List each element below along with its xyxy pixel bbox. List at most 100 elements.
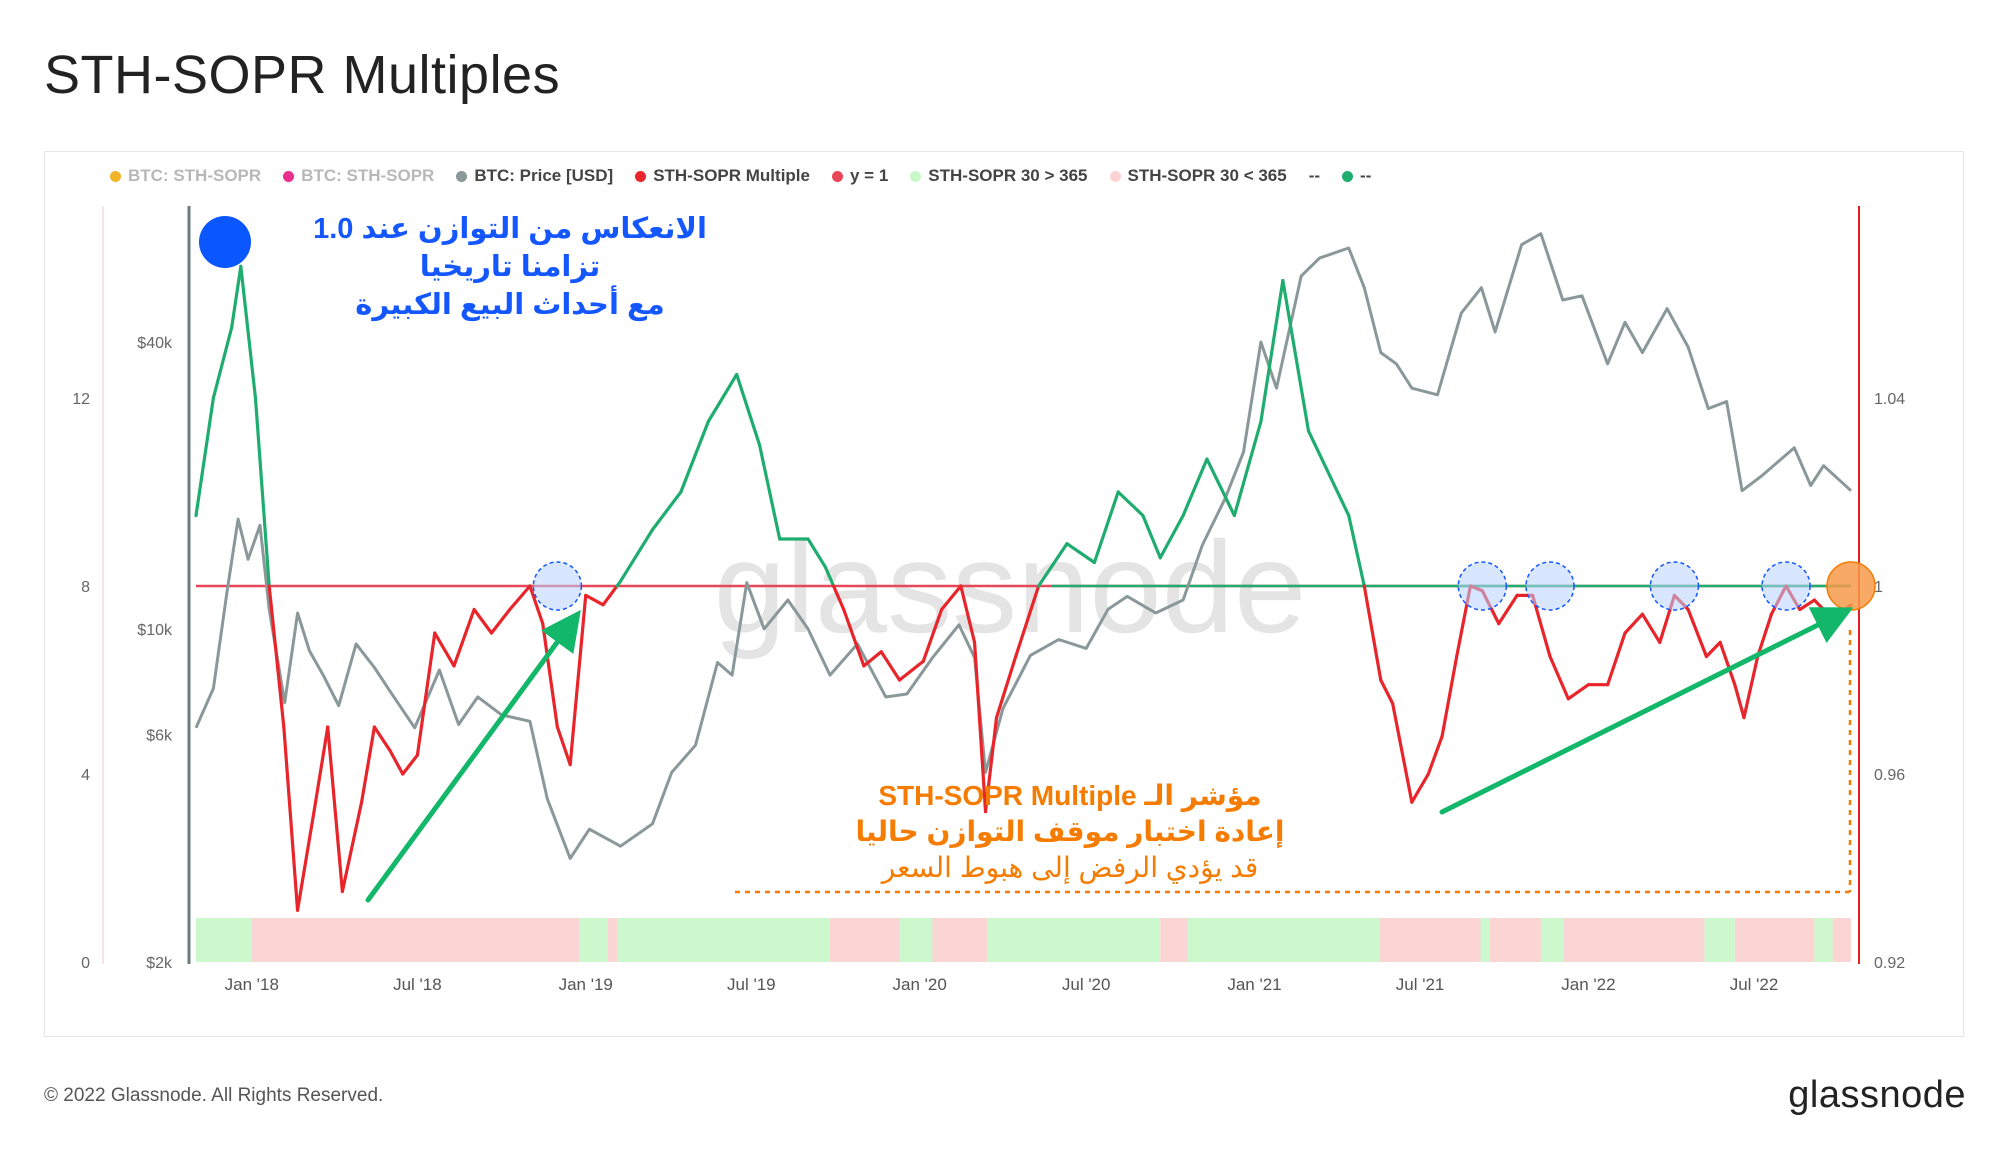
x-axis-tick-label: Jan '21 (1227, 975, 1281, 994)
multiple-segment-below (842, 607, 866, 668)
multiple-segment-below (472, 607, 494, 635)
x-axis-tick-label: Jul '19 (727, 975, 776, 994)
multiple-segment-above (1281, 278, 1311, 433)
legend-dot-icon (1342, 170, 1354, 182)
legend-dot-icon (1109, 170, 1121, 182)
legend-dot-icon (110, 170, 121, 182)
multiple-segment-below (388, 748, 405, 776)
multiple-segment-below (340, 800, 364, 894)
multiple-segment-above (194, 396, 215, 518)
annotation-blue: الانعكاس من التوازن عند 1.0 تزامنا تاريخ… (300, 210, 720, 324)
retest-highlight-blue (1457, 561, 1508, 611)
multiple-segment-below (879, 650, 902, 682)
multiple-segment-below (1798, 598, 1817, 612)
legend-label: STH-SOPR 30 < 365 (1127, 166, 1287, 185)
legend-dot-icon (910, 170, 922, 182)
multiple-segment-below (1362, 584, 1383, 682)
left-axis-tick-label: 12 (72, 391, 90, 408)
price-axis-tick-label: $40k (137, 335, 173, 352)
multiple-segment-above (1036, 542, 1069, 588)
multiple-segment-below (584, 593, 605, 607)
legend-item[interactable]: -- (1309, 166, 1320, 186)
multiple-segment-below (1548, 654, 1570, 701)
legend-item[interactable]: BTC: Price [USD] (456, 166, 613, 186)
regime-band (1832, 918, 1851, 962)
x-axis-tick-label: Jan '22 (1561, 975, 1615, 994)
x-axis-tick-label: Jan '18 (225, 975, 279, 994)
multiple-segment-below (1014, 584, 1041, 659)
legend-item[interactable]: STH-SOPR 30 > 365 (910, 166, 1088, 186)
regime-band (830, 918, 900, 962)
multiple-segment-below (372, 725, 392, 753)
multiple-segment-below (415, 631, 437, 757)
left-axis-tick-label: 4 (81, 767, 90, 784)
copyright-text: © 2022 Glassnode. All Rights Reserved. (44, 1085, 384, 1106)
multiple-segment-above (1306, 429, 1351, 518)
regime-band (1480, 918, 1490, 962)
multiple-segment-below (831, 584, 846, 612)
multiple-segment-above (757, 443, 782, 541)
multiple-segment-above (1116, 490, 1145, 518)
multiple-segment-above (230, 264, 243, 330)
legend-label: STH-SOPR Multiple (653, 166, 810, 185)
multiple-segment-below (359, 725, 376, 804)
regime-band (579, 918, 608, 962)
legend-dot-icon (283, 170, 295, 182)
legend-item[interactable]: STH-SOPR Multiple (635, 166, 810, 186)
x-axis-tick-label: Jul '20 (1062, 975, 1111, 994)
multiple-segment-below (1812, 598, 1835, 621)
price-series-line (194, 232, 1853, 860)
right-axis-tick-label: 0.92 (1874, 955, 1905, 972)
annotation-orange-line-3: قد يؤدي الرفض إلى هبوط السعر (881, 852, 1259, 883)
multiple-segment-below (601, 584, 619, 607)
multiple-segment-below (1704, 640, 1722, 659)
price-axis-tick-label: $10k (137, 622, 173, 639)
regime-band (1704, 918, 1735, 962)
annotation-blue-line-2: تزامنا تاريخيا (419, 251, 601, 283)
regime-band (1489, 918, 1541, 962)
multiple-segment-below (940, 584, 963, 612)
regime-band (1814, 918, 1833, 962)
multiple-segment-above (1065, 542, 1097, 565)
x-axis-tick-label: Jan '19 (559, 975, 613, 994)
multiple-segment-above (1205, 457, 1236, 518)
regime-band (617, 918, 831, 962)
glassnode-logo[interactable]: glassnode (1788, 1074, 1966, 1116)
multiple-segment-below (862, 650, 883, 668)
multiple-segment-below (541, 621, 559, 729)
x-axis-tick-label: Jul '21 (1396, 975, 1445, 994)
multiple-segment-below (295, 809, 316, 912)
multiple-segment-above (618, 527, 655, 583)
multiple-segment-above (1347, 513, 1366, 588)
multiple-segment-below (1379, 678, 1395, 706)
multiple-segment-below (489, 607, 512, 635)
multiple-segment-below (1497, 593, 1519, 626)
multiple-segment-above (823, 565, 836, 588)
multiple-segment-below (972, 640, 988, 814)
legend-item[interactable]: STH-SOPR 30 < 365 (1109, 166, 1287, 186)
right-axis-tick-label: 1 (1874, 579, 1883, 596)
legend-item[interactable]: -- (1342, 166, 1371, 186)
retest-highlight-blue (1649, 561, 1700, 611)
regime-band (1540, 918, 1564, 962)
regime-band (932, 918, 988, 962)
multiple-segment-above (1158, 513, 1185, 560)
legend-dot-icon (831, 170, 843, 182)
multiple-segment-below (1410, 772, 1430, 804)
multiple-segment-below (401, 753, 419, 776)
legend-item[interactable]: BTC: STH-SOPR (110, 166, 261, 186)
multiple-segment-below (994, 654, 1018, 720)
legend-item[interactable]: BTC: STH-SOPR (283, 166, 434, 186)
multiple-segment-above (1092, 490, 1120, 565)
regime-band (1379, 918, 1481, 962)
multiple-segment-below (1742, 654, 1760, 720)
multiple-segment-below (1718, 640, 1737, 687)
x-axis-tick-label: Jul '22 (1730, 975, 1779, 994)
multiple-segment-below (959, 584, 977, 645)
multiple-segment-above (735, 372, 762, 447)
multiple-segment-below (1566, 683, 1591, 701)
multiple-segment-above (679, 419, 710, 494)
multiple-segment-below (508, 584, 532, 612)
retest-highlight-blue (1525, 561, 1575, 611)
legend-item[interactable]: y = 1 (831, 166, 888, 186)
